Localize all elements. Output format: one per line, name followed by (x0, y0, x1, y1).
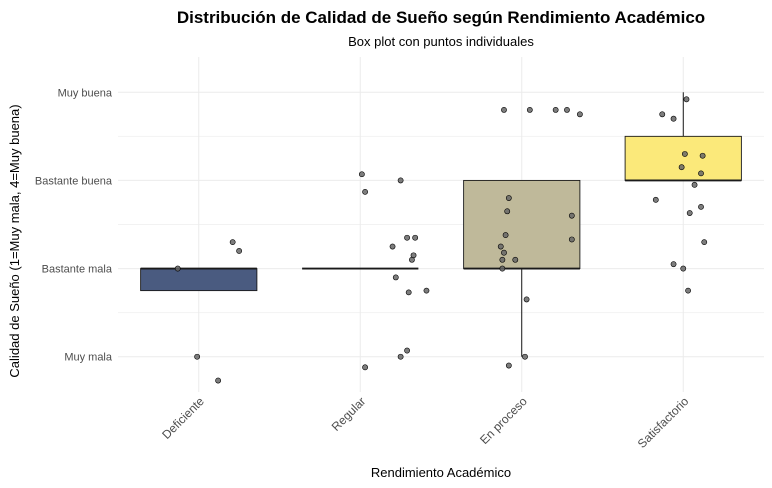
data-point (392, 274, 399, 281)
y-tick-label: Bastante buena (35, 175, 113, 187)
data-point (236, 248, 243, 254)
chart-title: Distribución de Calidad de Sueño según R… (177, 8, 705, 27)
data-point (685, 287, 691, 294)
data-point (412, 234, 419, 241)
data-point (501, 249, 507, 256)
data-point (194, 353, 201, 360)
data-point (522, 353, 528, 360)
data-point (691, 181, 698, 188)
data-point (678, 164, 685, 171)
data-point (174, 265, 181, 272)
data-point (552, 106, 559, 113)
grid (118, 57, 764, 392)
y-axis-label: Calidad de Sueño (1=Muy mala, 4=Muy buen… (7, 104, 22, 377)
data-point (397, 353, 404, 360)
data-point (362, 188, 368, 195)
data-point (568, 236, 575, 243)
data-point (505, 362, 512, 369)
data-point (523, 296, 530, 303)
data-point (564, 106, 570, 113)
data-point (215, 377, 222, 384)
x-tick-label: Regular (329, 394, 369, 434)
data-point (686, 210, 693, 216)
data-point (568, 212, 575, 219)
data-point (681, 151, 688, 157)
y-tick-label: Bastante mala (42, 264, 113, 276)
data-point (358, 171, 365, 178)
data-point (505, 195, 512, 201)
box (624, 135, 742, 181)
box (140, 268, 258, 292)
data-point (404, 234, 410, 241)
data-point (576, 111, 583, 118)
data-point (670, 115, 677, 122)
data-point (698, 203, 704, 210)
data-point (405, 289, 412, 296)
data-point (497, 243, 504, 250)
data-point (652, 196, 659, 203)
data-point (526, 106, 533, 113)
data-point (389, 243, 396, 250)
data-point (701, 239, 708, 246)
y-tick-label: Muy buena (58, 87, 113, 99)
data-point (670, 261, 677, 268)
chart-subtitle: Box plot con puntos individuales (348, 34, 534, 49)
data-point (397, 177, 404, 184)
x-axis-ticks: Deficiente Regular En proceso Satisfactorio (159, 394, 691, 451)
x-tick-label: En proceso (477, 394, 530, 447)
data-point (698, 170, 704, 177)
data-point (404, 347, 410, 354)
data-point (680, 265, 687, 272)
data-point (499, 256, 506, 263)
x-tick-label: Satisfactorio (635, 394, 692, 451)
boxes (140, 92, 742, 357)
data-point (423, 287, 430, 294)
data-point (504, 208, 511, 215)
data-point (512, 256, 519, 263)
data-point (683, 96, 690, 103)
points (174, 96, 708, 384)
data-point (229, 239, 236, 246)
data-point (409, 256, 415, 263)
data-point (502, 232, 509, 238)
data-point (362, 364, 368, 371)
data-point (699, 152, 706, 159)
y-axis-ticks: Muy mala Bastante mala Bastante buena Muy b… (35, 87, 113, 363)
data-point (499, 265, 506, 272)
box (463, 179, 581, 270)
y-tick-label: Muy mala (64, 352, 113, 364)
data-point (659, 111, 666, 118)
data-point (501, 106, 507, 113)
x-axis-label: Rendimiento Académico (371, 465, 511, 480)
x-tick-label: Deficiente (159, 394, 207, 442)
